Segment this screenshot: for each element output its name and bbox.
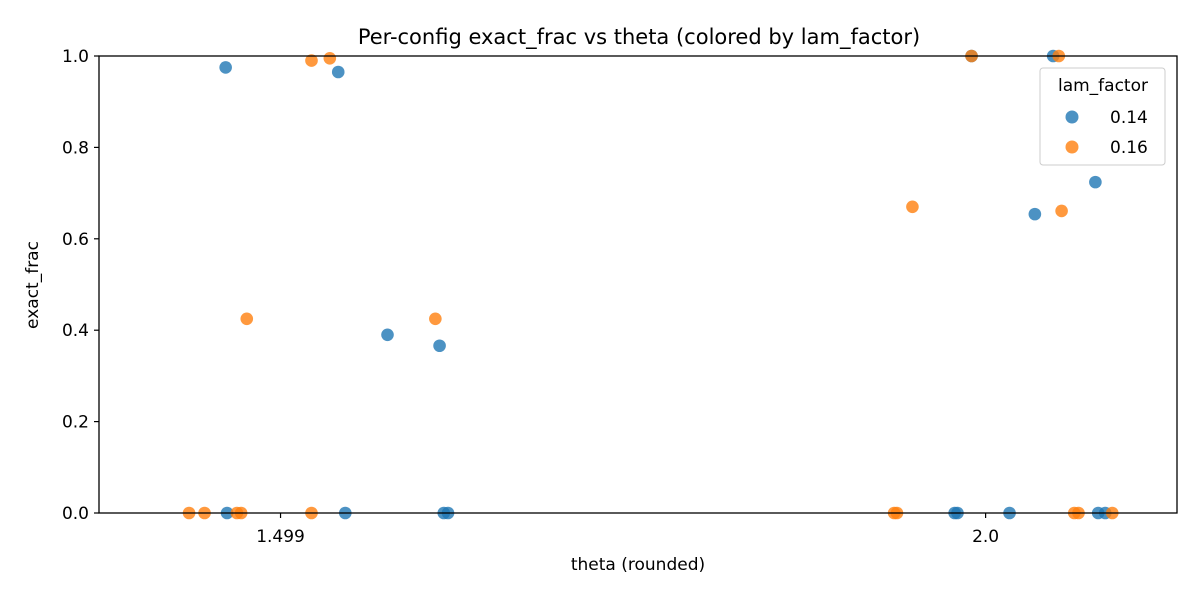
legend-title: lam_factor: [1058, 76, 1148, 96]
data-point-0.16-3: [429, 312, 442, 326]
legend-label-0.16: 0.16: [1110, 138, 1148, 158]
data-point-0.16-2: [240, 312, 254, 326]
legend-marker-0.14: [1065, 110, 1079, 124]
legend: lam_factor 0.14 0.16: [1039, 67, 1166, 166]
data-point-0.14-10: [1089, 175, 1102, 189]
x-tick-label: 2.0: [972, 527, 999, 547]
data-point-0.16-0: [305, 54, 318, 67]
y-tick-label: 0.6: [62, 230, 89, 250]
data-point-0.14-0: [219, 61, 232, 74]
y-axis: 0.0 0.2 0.4 0.6 0.8 1.0: [62, 47, 99, 524]
y-tick-label: 0.8: [62, 138, 89, 158]
data-point-0.16-1: [323, 51, 337, 65]
legend-marker-0.16: [1065, 140, 1079, 154]
points-layer: [182, 49, 1119, 520]
x-axis-label: theta (rounded): [571, 555, 705, 575]
data-point-0.16-11: [906, 200, 919, 214]
y-tick-label: 1.0: [62, 47, 89, 67]
x-tick-label: 1.499: [256, 527, 305, 547]
data-point-0.14-2: [381, 328, 394, 342]
data-point-0.14-3: [433, 339, 446, 353]
data-point-0.16-12: [1055, 204, 1068, 218]
y-axis-label: exact_frac: [23, 241, 43, 329]
y-tick-label: 0.0: [62, 504, 89, 524]
data-point-0.14-1: [331, 65, 345, 79]
data-point-0.14-11: [1028, 207, 1042, 221]
legend-label-0.14: 0.14: [1110, 108, 1148, 128]
y-tick-label: 0.4: [62, 321, 89, 341]
chart-title: Per-config exact_frac vs theta (colored …: [358, 25, 920, 50]
x-axis: 1.499 2.0: [256, 513, 999, 547]
y-tick-label: 0.2: [62, 413, 89, 433]
plot-frame: [98, 55, 1178, 514]
